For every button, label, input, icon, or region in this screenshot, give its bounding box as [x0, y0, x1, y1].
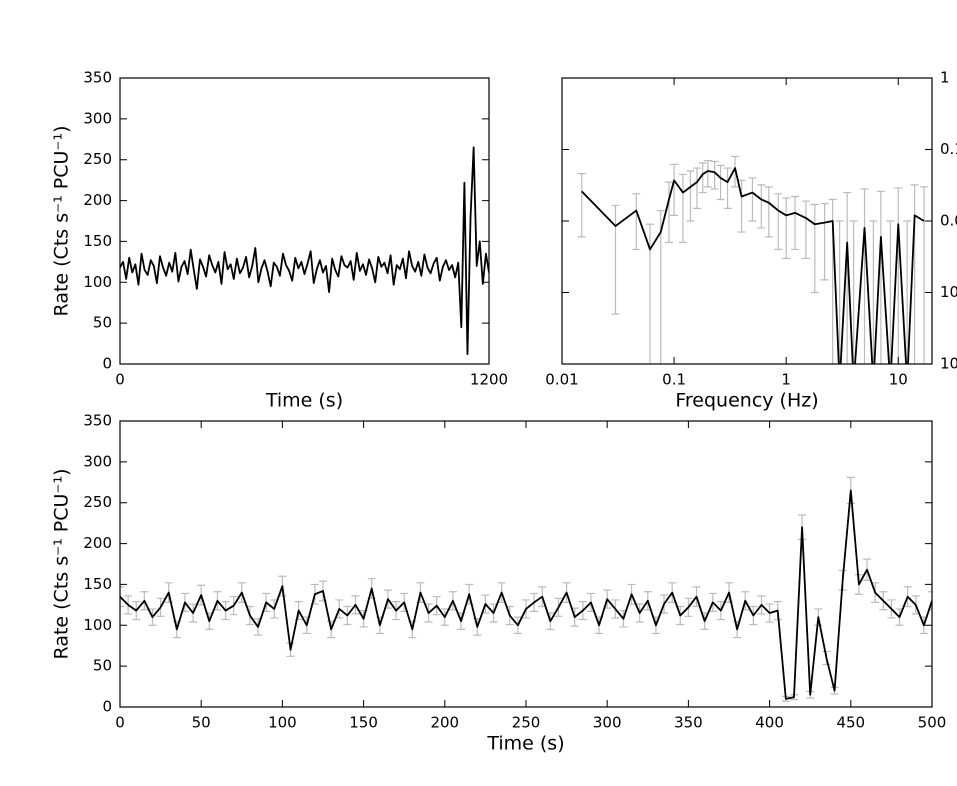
- y-tick-label: 100: [83, 616, 112, 634]
- x-tick-label: 10: [889, 371, 908, 389]
- y-tick-label: 0: [102, 698, 112, 716]
- plot-area: [577, 155, 929, 364]
- x-tick-label: 0.1: [662, 371, 686, 389]
- error-bar: [757, 184, 766, 229]
- error-bar: [860, 188, 869, 364]
- x-tick-label: 450: [836, 714, 865, 732]
- error-bar: [894, 187, 903, 364]
- y2-tick-label: 0.01: [940, 212, 957, 230]
- plot-area: [120, 476, 932, 702]
- x-tick-label: 50: [192, 714, 211, 732]
- y-axis-label: Rate (Cts s⁻¹ PCU⁻¹): [51, 469, 73, 660]
- error-bar: [686, 170, 695, 222]
- error-bar: [849, 220, 858, 364]
- data-line: [120, 146, 489, 356]
- error-bar: [670, 163, 679, 216]
- x-tick-label: 1200: [470, 371, 508, 389]
- error-bar: [678, 173, 687, 244]
- error-bar: [664, 181, 673, 244]
- y-tick-label: 50: [93, 657, 112, 675]
- error-bar: [611, 204, 620, 315]
- error-bar: [869, 220, 878, 364]
- y-tick-label: 350: [83, 69, 112, 87]
- y-tick-label: 300: [83, 109, 112, 127]
- data-line: [120, 489, 932, 700]
- y-tick-label: 0: [102, 355, 112, 373]
- error-bar: [810, 203, 819, 294]
- y-axis-label: Rate (Cts s⁻¹ PCU⁻¹): [51, 126, 73, 317]
- x-tick-label: 400: [755, 714, 784, 732]
- error-bar: [903, 220, 912, 364]
- error-bar: [577, 173, 586, 238]
- x-tick-label: 350: [674, 714, 703, 732]
- x-tick-label: 200: [430, 714, 459, 732]
- error-bar: [692, 167, 701, 210]
- error-bar: [843, 191, 852, 364]
- error-bar: [876, 190, 885, 364]
- plot-area: [120, 146, 489, 356]
- error-bar: [710, 160, 719, 190]
- error-bar: [703, 159, 712, 188]
- error-bar: [764, 186, 773, 238]
- x-axis-label: Time (s): [265, 390, 343, 412]
- x-tick-label: 500: [918, 714, 947, 732]
- error-bar: [632, 193, 641, 251]
- error-bar: [723, 167, 732, 210]
- y-tick-label: 50: [93, 314, 112, 332]
- y2-tick-label: 10⁻³: [940, 283, 957, 301]
- x-tick-label: 0: [115, 714, 125, 732]
- error-bar: [646, 223, 655, 364]
- error-bar: [748, 177, 757, 222]
- error-bar: [774, 193, 783, 251]
- y-tick-label: 250: [83, 150, 112, 168]
- x-axis-label: Frequency (Hz): [675, 390, 818, 412]
- y-tick-label: 250: [83, 493, 112, 511]
- y-tick-label: 150: [83, 232, 112, 250]
- error-bar: [698, 162, 707, 194]
- y-tick-label: 300: [83, 452, 112, 470]
- error-bar: [782, 197, 791, 259]
- error-bar: [656, 209, 665, 364]
- error-bar: [835, 220, 844, 364]
- x-tick-label: 0.01: [545, 371, 578, 389]
- error-bar: [120, 586, 124, 608]
- x-tick-label: 150: [349, 714, 378, 732]
- x-tick-label: 100: [268, 714, 297, 732]
- y2-tick-label: 0.1: [940, 140, 957, 158]
- y2-tick-label: 1: [940, 69, 950, 87]
- error-bar: [820, 203, 829, 281]
- y-tick-label: 150: [83, 575, 112, 593]
- y-tick-label: 350: [83, 412, 112, 430]
- x-tick-label: 300: [593, 714, 622, 732]
- error-bar: [801, 200, 810, 259]
- error-bar: [886, 220, 895, 364]
- error-bar: [737, 179, 746, 233]
- x-tick-label: 0: [115, 371, 125, 389]
- y-tick-label: 100: [83, 273, 112, 291]
- error-bar: [716, 164, 725, 201]
- y2-tick-label: 10⁻⁴: [940, 355, 957, 373]
- data-line: [581, 167, 925, 364]
- y-tick-label: 200: [83, 191, 112, 209]
- x-axis-label: Time (s): [486, 733, 564, 755]
- x-tick-label: 1: [781, 371, 791, 389]
- error-bar: [791, 195, 800, 251]
- y-tick-label: 200: [83, 534, 112, 552]
- axes-frame: [119, 77, 490, 365]
- error-bar: [920, 186, 929, 364]
- x-tick-label: 250: [512, 714, 541, 732]
